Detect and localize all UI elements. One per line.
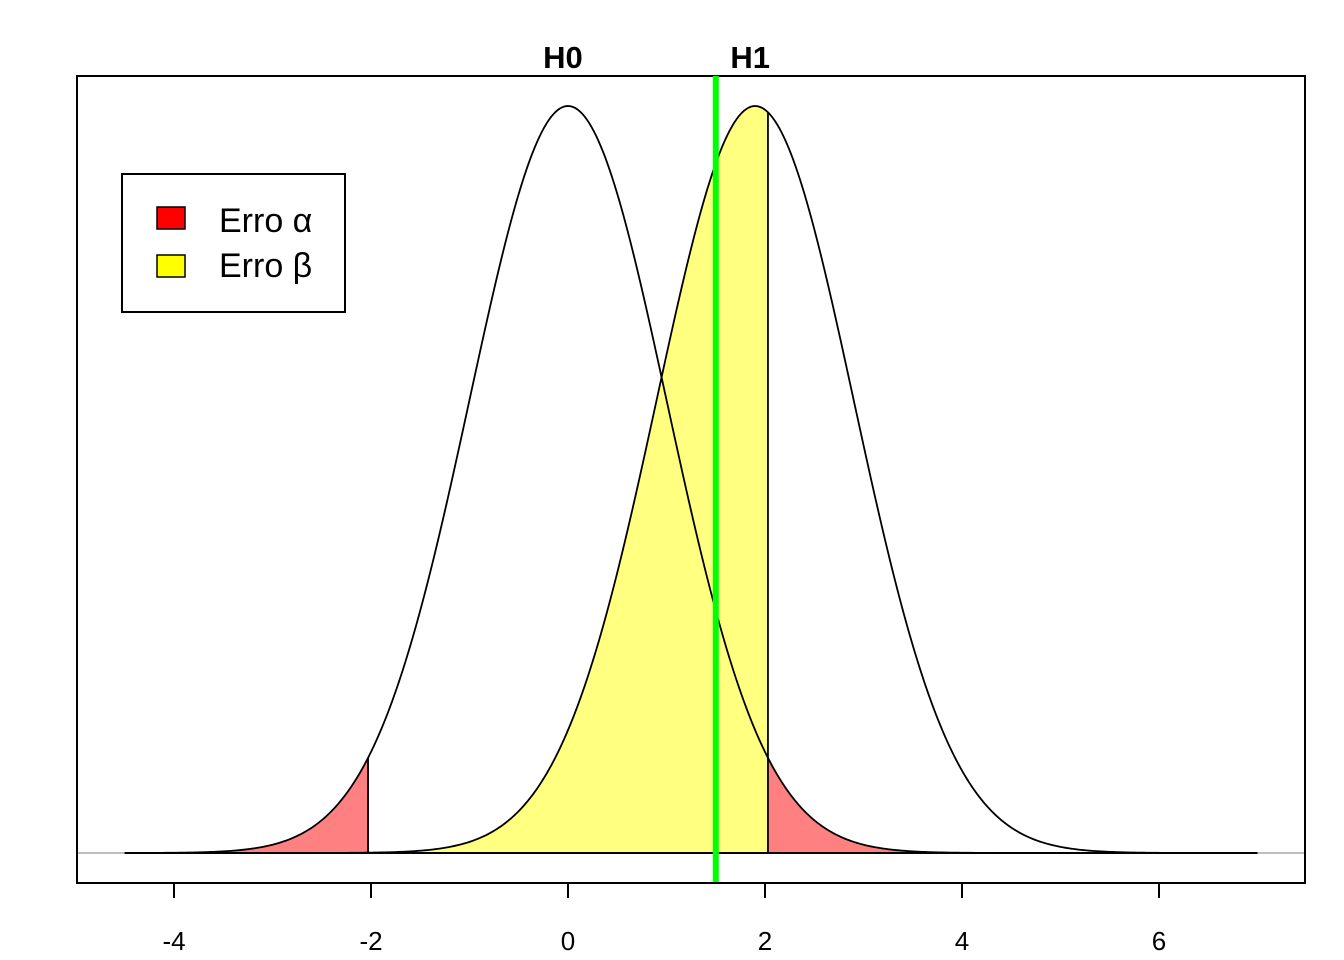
x-tick-label-5: 6	[1152, 926, 1166, 956]
label-h1: H1	[730, 40, 770, 75]
x-tick-label-0: -4	[162, 926, 185, 956]
legend-swatch-alpha	[156, 206, 186, 230]
label-h0: H0	[543, 40, 583, 75]
x-tick-label-3: 2	[758, 926, 772, 956]
x-tick-label-1: -2	[359, 926, 382, 956]
x-axis: -4 -2 0 2 4 6	[162, 882, 1166, 956]
shaded-region-1	[767, 757, 1258, 853]
x-tick-label-4: 4	[955, 926, 969, 956]
legend-label-alpha: Erro α	[219, 202, 312, 240]
legend-label-beta: Erro β	[219, 247, 312, 285]
density-curves	[124, 105, 1258, 854]
x-tick-label-2: 0	[561, 926, 575, 956]
legend: Erro α Erro β	[121, 173, 346, 313]
legend-box	[121, 173, 346, 313]
shaded-region-2	[368, 106, 768, 853]
legend-swatch-beta	[156, 254, 186, 278]
shaded-region-0	[124, 757, 369, 853]
hypothesis-labels: H0 H1	[543, 40, 770, 75]
